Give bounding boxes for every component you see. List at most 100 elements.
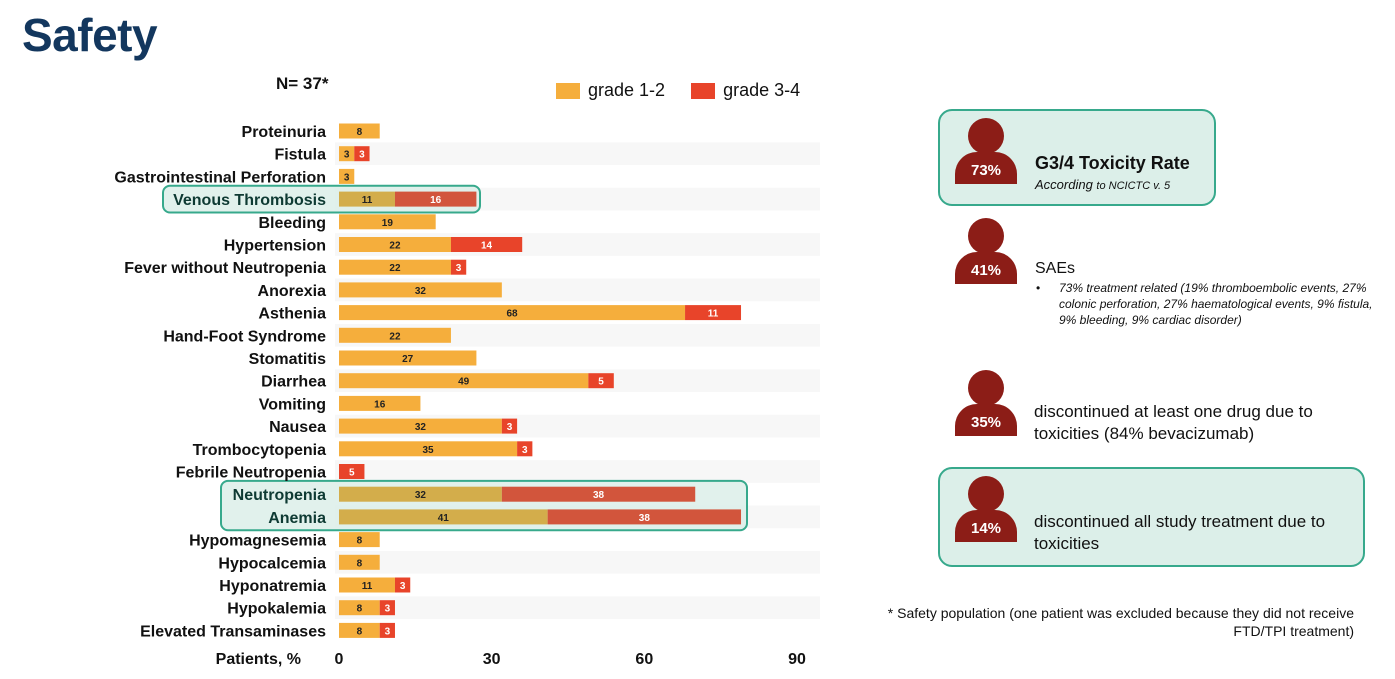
data-label-grade-3-4: 3	[507, 422, 513, 433]
bar-grade-3-4-anemia	[547, 509, 742, 525]
discontinued-one-drug-text: discontinued at least one drug due to to…	[1034, 402, 1313, 443]
legend-item-grade-1-2: grade 1-2	[556, 80, 665, 101]
bar-grade-1-2-hypokalemia	[339, 600, 380, 616]
category-label-stomatitis: Stomatitis	[249, 351, 326, 368]
category-label-gastrointestinal-perforation: Gastrointestinal Perforation	[114, 169, 326, 186]
category-label-asthenia: Asthenia	[258, 306, 326, 323]
data-label-grade-3-4: 11	[708, 309, 719, 320]
bar-grade-1-2-trombocytopenia	[339, 441, 518, 457]
row-stripe	[335, 323, 820, 347]
bar-grade-3-4-febrile-neutropenia	[339, 464, 365, 479]
category-label-hypokalemia: Hypokalemia	[227, 601, 326, 618]
bar-grade-1-2-bleeding	[339, 214, 436, 230]
bar-grade-1-2-hyponatremia	[339, 577, 395, 593]
data-label-grade-1-2: 22	[389, 241, 401, 252]
category-label-trombocytopenia: Trombocytopenia	[193, 442, 326, 459]
bar-grade-1-2-stomatitis	[339, 350, 477, 366]
bar-grade-1-2-fever-without-neutropenia	[339, 259, 451, 275]
data-label-grade-1-2: 8	[357, 536, 363, 547]
data-label-grade-1-2: 3	[344, 172, 350, 183]
data-label-grade-3-4: 3	[385, 604, 391, 615]
footnote: * Safety population (one patient was exc…	[887, 605, 1354, 639]
bar-grade-3-4-elevated-transaminases	[379, 622, 395, 638]
data-label-grade-3-4: 38	[639, 513, 651, 524]
category-label-nausea: Nausea	[269, 419, 326, 436]
percent-badge: 14%	[955, 510, 1017, 542]
person-icon: 73%	[955, 118, 1017, 184]
bar-grade-1-2-nausea	[339, 418, 502, 434]
bar-grade-1-2-gastrointestinal-perforation	[339, 168, 355, 184]
data-label-grade-1-2: 11	[362, 581, 373, 592]
data-label-grade-1-2: 8	[357, 604, 363, 615]
x-axis-label: Patients, %	[216, 651, 301, 668]
data-label-grade-1-2: 8	[357, 626, 363, 637]
percent-badge: 35%	[955, 404, 1017, 436]
x-tick-label: 90	[788, 651, 806, 668]
category-label-febrile-neutropenia: Febrile Neutropenia	[176, 465, 326, 482]
category-label-hand-foot-syndrome: Hand-Foot Syndrome	[163, 328, 326, 345]
x-tick-label: 30	[483, 651, 501, 668]
legend-swatch-grade-1-2	[556, 82, 580, 99]
category-label-fistula: Fistula	[274, 147, 326, 164]
bar-grade-1-2-fistula	[339, 146, 355, 162]
category-label-bleeding: Bleeding	[258, 215, 326, 232]
data-label-grade-3-4: 5	[349, 468, 355, 479]
category-label-anorexia: Anorexia	[258, 283, 327, 300]
data-label-grade-1-2: 68	[506, 309, 518, 320]
bar-grade-1-2-asthenia	[339, 305, 686, 321]
bar-grade-1-2-diarrhea	[339, 373, 589, 389]
sample-size-label: N= 37*	[276, 74, 329, 93]
sae-details: 73% treatment related (19% thromboemboli…	[1059, 281, 1373, 327]
person-icon: 14%	[955, 476, 1017, 542]
category-label-hypocalcemia: Hypocalcemia	[218, 555, 326, 572]
bar-grade-3-4-fever-without-neutropenia	[450, 259, 467, 275]
bar-grade-1-2-hypertension	[339, 237, 451, 252]
category-label-anemia: Anemia	[268, 510, 326, 527]
data-label-grade-1-2: 41	[438, 513, 450, 524]
row-stripe	[335, 550, 820, 574]
bullet-dot: •	[1036, 281, 1041, 295]
category-label-venous-thrombosis: Venous Thrombosis	[173, 192, 326, 209]
bar-grade-1-2-vomiting	[339, 395, 421, 411]
person-icon: 35%	[955, 370, 1017, 436]
category-label-hypomagnesemia: Hypomagnesemia	[189, 533, 326, 550]
bar-grade-3-4-diarrhea	[588, 373, 614, 389]
data-label-grade-1-2: 19	[382, 218, 394, 229]
category-label-diarrhea: Diarrhea	[261, 374, 326, 391]
bar-grade-3-4-fistula	[354, 146, 370, 162]
data-label-grade-3-4: 5	[598, 377, 604, 388]
data-label-grade-1-2: 8	[357, 127, 363, 138]
legend-swatch-grade-3-4	[691, 82, 716, 99]
data-label-grade-1-2: 22	[389, 263, 401, 274]
data-label-grade-3-4: 14	[481, 241, 493, 252]
data-label-grade-1-2: 32	[415, 422, 427, 433]
sae-bullet: • 73% treatment related (19% thromboembo…	[1036, 280, 1391, 328]
bar-grade-1-2-hypocalcemia	[339, 554, 380, 570]
bar-grade-3-4-trombocytopenia	[517, 441, 533, 457]
bar-grade-1-2-hand-foot-syndrome	[339, 327, 451, 343]
data-label-grade-3-4: 3	[400, 581, 406, 592]
bar-grade-3-4-hyponatremia	[394, 577, 411, 593]
category-label-fever-without-neutropenia: Fever without Neutropenia	[124, 260, 326, 277]
data-label-grade-1-2: 32	[415, 490, 427, 501]
data-label-grade-1-2: 8	[357, 558, 363, 569]
bar-grade-1-2-hypomagnesemia	[339, 532, 380, 548]
bar-grade-1-2-venous-thrombosis	[339, 191, 395, 207]
bar-grade-1-2-neutropenia	[339, 486, 502, 502]
row-stripe	[335, 142, 820, 166]
x-tick-label: 0	[335, 651, 344, 668]
category-label-hyponatremia: Hyponatremia	[219, 578, 326, 595]
page-title: Safety	[22, 9, 158, 61]
bar-grade-1-2-elevated-transaminases	[339, 622, 380, 638]
bar-grade-3-4-nausea	[501, 418, 518, 434]
row-stripe	[335, 596, 820, 620]
category-label-vomiting: Vomiting	[259, 396, 326, 413]
data-label-grade-1-2: 11	[362, 195, 373, 206]
data-label-grade-3-4: 3	[522, 445, 528, 456]
percent-badge: 41%	[955, 252, 1017, 284]
card-subtitle: According to NCICTC v. 5	[1035, 177, 1171, 192]
percent-badge: 73%	[955, 152, 1017, 184]
data-label-grade-3-4: 3	[385, 626, 391, 637]
category-label-neutropenia: Neutropenia	[233, 487, 326, 504]
x-tick-label: 60	[635, 651, 653, 668]
